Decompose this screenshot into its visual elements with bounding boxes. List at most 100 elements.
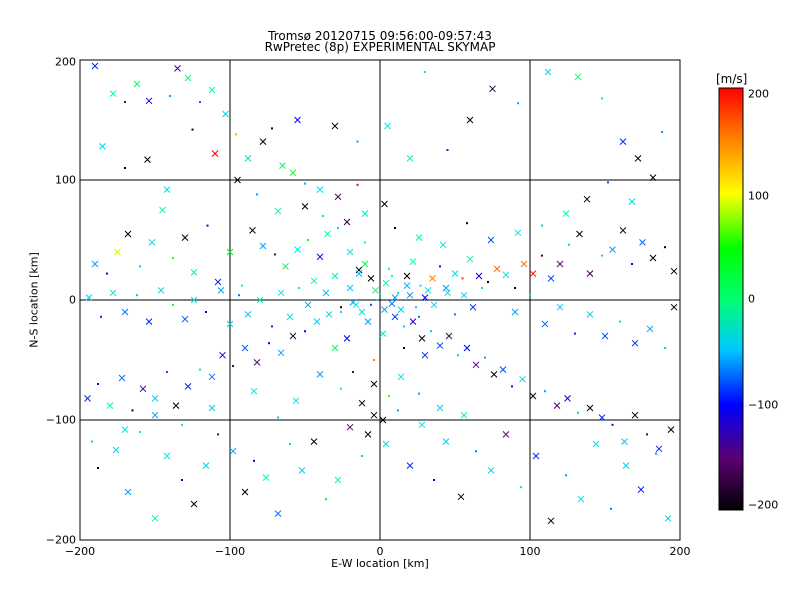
data-point-x	[298, 467, 306, 474]
data-point-dot	[418, 315, 420, 318]
data-point-dot	[91, 440, 93, 443]
data-point-x	[564, 395, 571, 402]
data-point-x	[634, 155, 642, 162]
data-point-dot	[304, 330, 306, 333]
data-point-dot	[565, 474, 567, 477]
data-point-x	[511, 308, 519, 316]
data-points	[84, 62, 678, 525]
data-point-dot	[574, 332, 576, 335]
data-point-x	[460, 411, 468, 419]
data-point-dot	[461, 277, 464, 280]
data-point-x	[313, 318, 321, 325]
data-point-x	[586, 404, 594, 412]
data-point-x	[133, 80, 141, 88]
data-point-dot	[361, 455, 363, 457]
data-point-x	[670, 267, 678, 275]
data-point-x	[331, 344, 339, 352]
data-point-dot	[418, 392, 420, 395]
data-point-x	[421, 351, 429, 359]
data-point-dot	[544, 390, 546, 393]
data-point-x	[219, 351, 226, 359]
data-point-x	[310, 277, 318, 285]
data-point-x	[556, 303, 564, 311]
data-point-x	[499, 366, 507, 373]
data-point-x	[639, 239, 646, 246]
data-point-x	[151, 395, 159, 402]
data-point-dot	[379, 293, 381, 295]
data-point-x	[445, 332, 453, 340]
data-point-x	[229, 447, 237, 455]
data-point-x	[145, 97, 153, 105]
data-point-x	[346, 248, 354, 256]
data-point-x	[274, 207, 282, 215]
data-point-dot	[356, 183, 359, 186]
data-point-x	[406, 155, 414, 162]
data-point-x	[379, 416, 387, 424]
data-point-dot	[454, 313, 456, 316]
data-point-x	[190, 296, 198, 304]
data-point-x	[406, 462, 414, 469]
data-point-dot	[181, 479, 183, 481]
data-point-x	[382, 279, 390, 287]
data-point-x	[343, 335, 351, 342]
data-point-x	[532, 452, 540, 460]
data-point-x	[418, 335, 426, 342]
data-point-x	[442, 284, 450, 292]
data-point-x	[424, 287, 432, 294]
data-point-dot	[298, 287, 300, 289]
data-point-x	[406, 291, 414, 299]
data-point-x	[358, 399, 366, 407]
data-point-x	[124, 488, 132, 496]
data-point-dot	[340, 311, 342, 313]
data-point-dot	[181, 423, 183, 426]
data-point-x	[586, 270, 594, 277]
data-point-x	[379, 330, 387, 337]
chart-title: Tromsø 20120715 09:56:00-09:57:43	[268, 29, 492, 43]
data-point-x	[121, 426, 129, 433]
data-point-x	[364, 431, 372, 438]
data-point-x	[619, 227, 627, 234]
data-point-x	[529, 270, 537, 277]
data-point-x	[151, 515, 159, 522]
data-point-x	[208, 373, 216, 381]
data-point-x	[646, 325, 654, 333]
data-point-dot	[191, 128, 194, 131]
data-point-dot	[325, 498, 327, 501]
data-point-dot	[340, 387, 342, 390]
data-point-x	[214, 278, 222, 286]
data-point-x	[304, 301, 312, 309]
data-point-dot	[391, 275, 393, 277]
y-tick-label: 100	[55, 173, 76, 187]
data-point-x	[601, 332, 609, 340]
data-point-x	[622, 462, 630, 469]
data-point-x	[490, 371, 498, 378]
data-point-x	[250, 387, 258, 395]
data-point-x	[631, 339, 639, 347]
colorbar-tick-label: −200	[748, 498, 779, 512]
data-point-x	[418, 421, 426, 429]
data-point-x	[583, 195, 591, 203]
data-point-dot	[419, 284, 422, 287]
data-point-dot	[415, 306, 417, 309]
data-point-dot	[238, 294, 240, 297]
data-point-dot	[424, 71, 426, 73]
data-point-x	[361, 210, 369, 217]
data-point-x	[466, 116, 474, 124]
data-point-x	[244, 311, 252, 318]
data-point-x	[637, 486, 645, 493]
data-point-x	[144, 156, 151, 163]
data-point-x	[553, 402, 561, 409]
data-point-dot	[439, 265, 441, 268]
data-point-x	[451, 270, 459, 277]
data-point-x	[361, 260, 369, 268]
data-point-dot	[352, 371, 354, 373]
data-point-x	[409, 318, 417, 325]
data-point-dot	[397, 291, 399, 294]
data-point-x	[457, 493, 465, 501]
data-point-dot	[172, 257, 174, 259]
data-point-x	[234, 176, 241, 184]
data-point-x	[226, 320, 234, 328]
data-point-x	[294, 246, 301, 253]
data-point-dot	[577, 411, 579, 414]
